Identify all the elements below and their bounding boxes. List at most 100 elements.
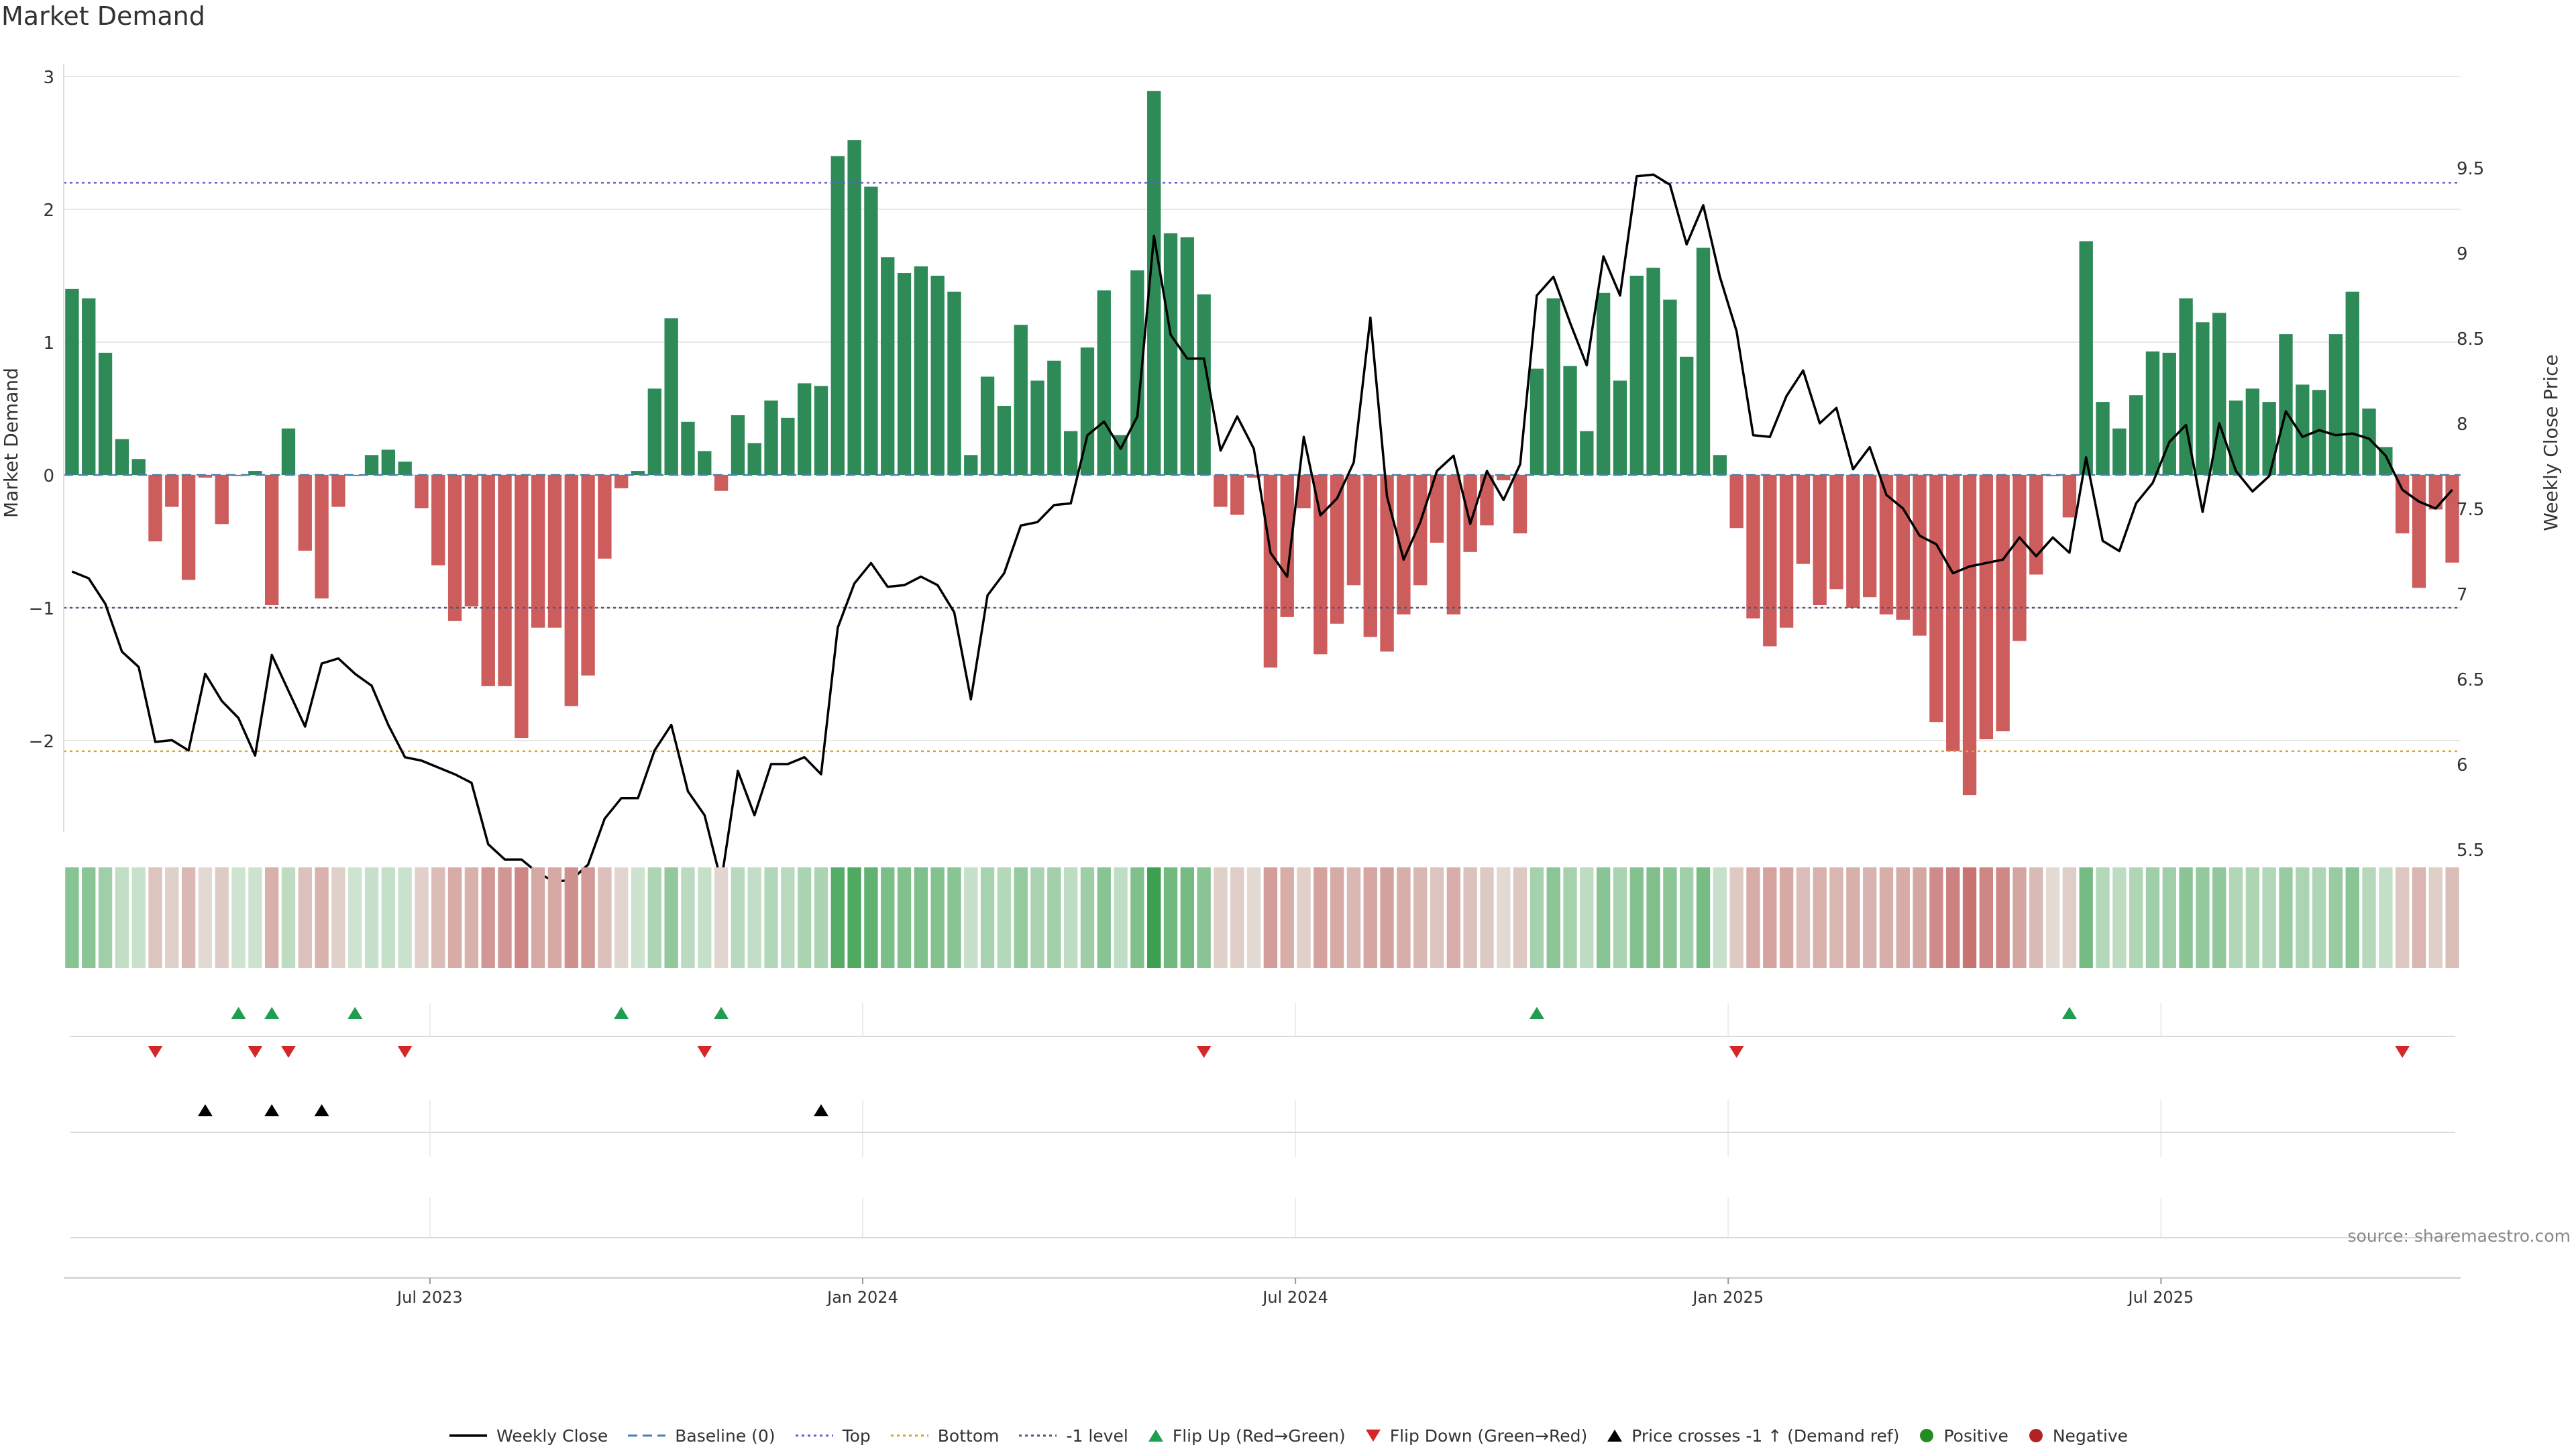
heat-cell [847, 867, 861, 968]
demand-bar [698, 451, 712, 475]
demand-bar [1546, 298, 1560, 475]
heat-cell [2412, 867, 2426, 968]
demand-bar [964, 455, 978, 475]
heat-cell [881, 867, 895, 968]
price-cross-marker [314, 1104, 329, 1116]
demand-bar [1313, 475, 1328, 655]
demand-bar [82, 298, 96, 475]
heat-cell [1613, 867, 1627, 968]
line-solid-icon [449, 1434, 487, 1437]
heat-cell [1397, 867, 1411, 968]
heat-cell [464, 867, 479, 968]
heat-cell [115, 867, 129, 968]
heat-cell [814, 867, 828, 968]
demand-bar [281, 428, 296, 475]
triangle-up-icon [1148, 1430, 1163, 1442]
heat-cell [681, 867, 695, 968]
heat-cell [1779, 867, 1794, 968]
demand-bar [381, 449, 396, 475]
demand-bar [431, 475, 445, 566]
price-cross-marker [197, 1104, 213, 1116]
heat-cell [1546, 867, 1560, 968]
heat-cell [498, 867, 512, 968]
demand-bar [2012, 475, 2027, 641]
line-dotted-icon [890, 1434, 928, 1437]
demand-bar [1463, 475, 1477, 552]
flip-up-marker [2061, 1007, 2077, 1019]
demand-bar [647, 388, 662, 475]
demand-bar [1629, 276, 1644, 475]
demand-bar [231, 475, 246, 476]
triangle-down-icon [1365, 1430, 1381, 1442]
heat-cell [1763, 867, 1777, 968]
demand-bar [2445, 475, 2459, 563]
signal-markers [148, 1007, 2410, 1116]
heat-cell [2029, 867, 2043, 968]
demand-bar [2112, 428, 2127, 475]
demand-bar [447, 475, 462, 621]
demand-bar [830, 156, 845, 476]
demand-bar [1380, 475, 1394, 652]
heat-cell [315, 867, 329, 968]
demand-bar [547, 475, 562, 628]
heat-cell [1180, 867, 1195, 968]
flip-up-marker [614, 1007, 629, 1019]
y-tick-label-left: 2 [43, 201, 54, 221]
demand-bar [2262, 402, 2276, 475]
demand-bar [1147, 91, 1161, 475]
demand-bar [331, 475, 345, 507]
demand-bar [1197, 294, 1211, 475]
heat-cell [2379, 867, 2393, 968]
demand-bar [764, 400, 778, 475]
heat-cell [614, 867, 629, 968]
heat-cell [1529, 867, 1544, 968]
triangle-up-icon [1607, 1430, 1623, 1442]
heat-cell [980, 867, 995, 968]
heat-cell [1480, 867, 1494, 968]
heat-cell [1330, 867, 1344, 968]
heat-cell [298, 867, 312, 968]
legend-item: Price crosses -1 ↑ (Demand ref) [1606, 1426, 1899, 1446]
demand-bar [2029, 475, 2043, 575]
heat-cell [1346, 867, 1361, 968]
flip-down-marker [397, 1046, 413, 1058]
demand-bar [1246, 475, 1261, 478]
demand-bar [348, 475, 362, 476]
heat-cell [215, 867, 229, 968]
heat-cell [714, 867, 729, 968]
demand-bars [65, 91, 2459, 796]
demand-bar [864, 186, 878, 475]
demand-bar [2196, 322, 2210, 475]
y-axis-label-right: Weekly Close Price [2540, 354, 2562, 531]
x-axis: Jul 2023 Jan 2024 Jul 2024 Jan 2025 Jul 2025 [64, 1277, 2461, 1307]
demand-bar [1097, 290, 1111, 475]
heat-cell [2296, 867, 2310, 968]
heat-cell [947, 867, 961, 968]
demand-bar [947, 291, 961, 475]
legend-label: Flip Down (Green→Red) [1389, 1426, 1588, 1446]
flip-up-marker [714, 1007, 729, 1019]
heat-cell [1746, 867, 1760, 968]
heat-cell [248, 867, 262, 968]
legend-label: Negative [2052, 1426, 2129, 1446]
demand-bar [731, 415, 745, 475]
demand-bar [298, 475, 312, 551]
demand-bar [797, 383, 812, 475]
heat-cell [830, 867, 845, 968]
x-tick-label: Jul 2023 [396, 1288, 463, 1307]
heat-cell [1214, 867, 1228, 968]
heat-cell [2312, 867, 2326, 968]
heat-cell [1646, 867, 1660, 968]
heat-cell [1696, 867, 1711, 968]
demand-bar [1596, 292, 1611, 475]
demand-bar [1896, 475, 1910, 620]
heat-cell [281, 867, 296, 968]
legend-label: Price crosses -1 ↑ (Demand ref) [1631, 1426, 1900, 1446]
demand-bar [215, 475, 229, 525]
demand-bar [1180, 237, 1195, 475]
heat-cell [1580, 867, 1594, 968]
heat-cell [2162, 867, 2176, 968]
demand-bar [1397, 475, 1411, 614]
heat-cell [1014, 867, 1028, 968]
heat-cell [1979, 867, 1994, 968]
